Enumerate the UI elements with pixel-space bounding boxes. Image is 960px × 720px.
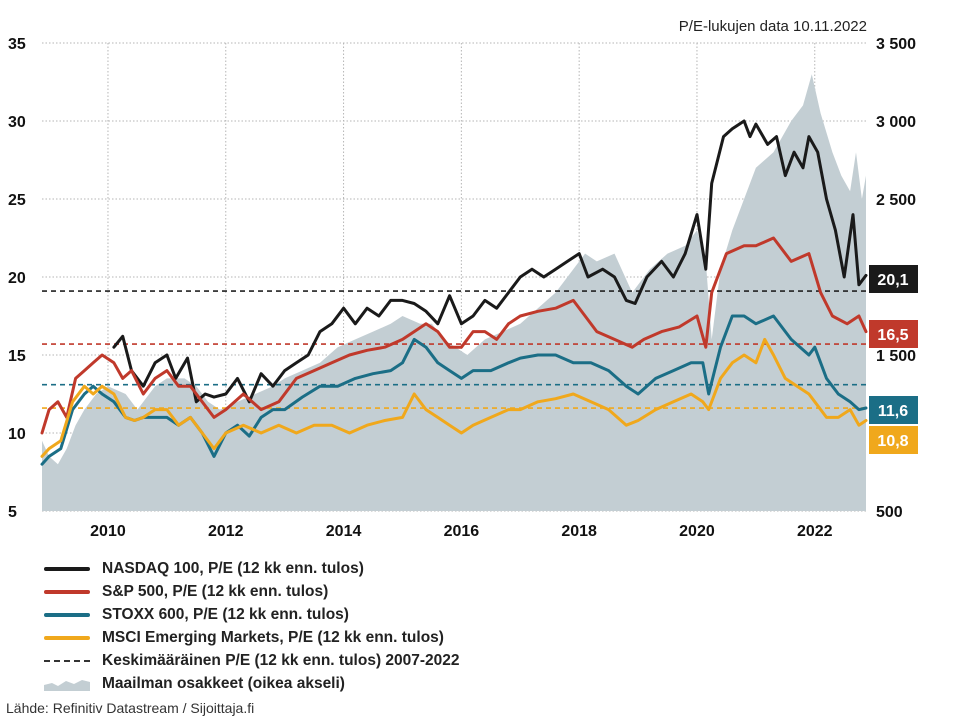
y-left-tick-label: 5 [8,504,17,521]
legend: NASDAQ 100, P/E (12 kk enn. tulos) S&P 5… [44,557,460,695]
end-value-labels: 20,1 16,5 11,6 10,8 [869,265,918,454]
legend-swatch-nasdaq [44,566,90,571]
source-note: Lähde: Refinitiv Datastream / Sijoittaja… [6,700,255,716]
pe-chart: 5 10 15 20 25 30 35 500 1 500 2 500 3 000 3 500 20… [8,36,918,540]
end-label-box [869,320,918,348]
series-line-2 [40,236,868,435]
legend-label: NASDAQ 100, P/E (12 kk enn. tulos) [102,559,364,577]
y-left-tick-label: 15 [8,348,26,365]
legend-item-world-stocks: Maailman osakkeet (oikea akseli) [44,672,460,695]
average-lines [42,290,866,409]
y-right-tick-label: 1 500 [876,348,916,365]
series-line-4 [40,337,868,458]
legend-label: Maailman osakkeet (oikea akseli) [102,674,345,692]
legend-label: STOXX 600, P/E (12 kk enn. tulos) [102,605,349,623]
legend-label: MSCI Emerging Markets, P/E (12 kk enn. t… [102,628,444,646]
legend-swatch-average [44,659,90,662]
series-lines [40,119,868,466]
legend-item-stoxx600: STOXX 600, P/E (12 kk enn. tulos) [44,603,460,626]
world-stocks-area [42,74,866,511]
y-right-tick-label: 2 500 [876,192,916,209]
x-tick-label: 2010 [90,523,126,540]
y-right-tick-label: 3 000 [876,114,916,131]
y-left-tick-label: 25 [8,192,26,209]
x-tick-label: 2020 [679,523,715,540]
legend-label: S&P 500, P/E (12 kk enn. tulos) [102,582,329,600]
legend-swatch-msci-em [44,635,90,640]
x-tick-label: 2022 [797,523,833,540]
y-right-tick-label: 3 500 [876,36,916,53]
legend-item-msci-em: MSCI Emerging Markets, P/E (12 kk enn. t… [44,626,460,649]
legend-swatch-world-stocks [44,679,90,691]
end-label-value: 20,1 [877,272,908,289]
legend-item-average: Keskimääräinen P/E (12 kk enn. tulos) 20… [44,649,460,672]
data-date-note: P/E-lukujen data 10.11.2022 [678,18,867,35]
end-label-value: 16,5 [877,327,908,344]
series-line-1 [112,119,868,404]
x-tick-label: 2012 [208,523,244,540]
end-label-box [869,265,918,293]
right-axis-ticks: 500 1 500 2 500 3 000 3 500 [876,36,916,521]
x-tick-label: 2016 [444,523,480,540]
legend-label: Keskimääräinen P/E (12 kk enn. tulos) 20… [102,651,460,669]
y-left-tick-label: 35 [8,36,26,53]
end-label-value: 11,6 [878,403,908,420]
legend-swatch-sp500 [44,589,90,594]
series-line-3 [40,314,868,466]
end-label-box [869,426,918,454]
end-label-value: 10,8 [877,433,908,450]
y-left-tick-label: 20 [8,270,26,287]
y-right-tick-label: 500 [876,504,903,521]
x-tick-label: 2018 [561,523,597,540]
left-axis-ticks: 5 10 15 20 25 30 35 [8,36,26,521]
legend-item-sp500: S&P 500, P/E (12 kk enn. tulos) [44,580,460,603]
legend-swatch-stoxx600 [44,612,90,617]
x-tick-label: 2014 [326,523,362,540]
y-left-tick-label: 30 [8,114,26,131]
y-left-tick-label: 10 [8,426,26,443]
legend-item-nasdaq: NASDAQ 100, P/E (12 kk enn. tulos) [44,557,460,580]
end-label-box [869,396,918,424]
x-axis-ticks: 2010 2012 2014 2016 2018 2020 2022 [90,523,832,540]
